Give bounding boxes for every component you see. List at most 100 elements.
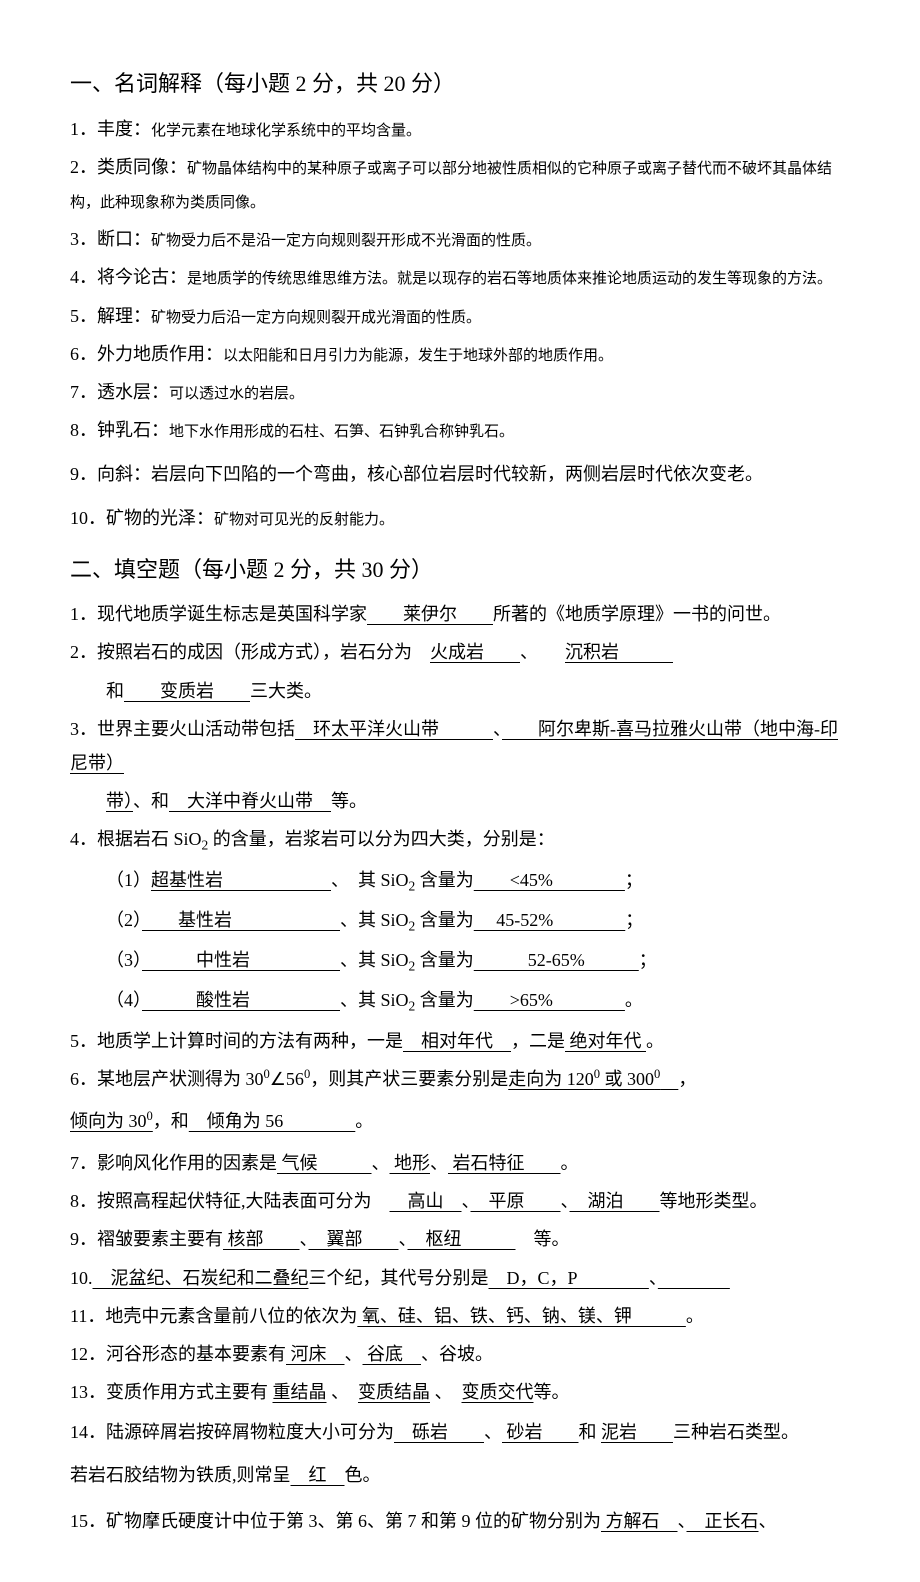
q4-line1: 4．根据岩石 SiO [70,829,202,849]
item-num: 6． [70,344,97,364]
q7-prefix: 7．影响风化作用的因素是 [70,1153,277,1173]
q4-r3-label: （3） [106,950,142,970]
fill-q15: 15．矿物摩氏硬度计中位于第 3、第 6、第 7 和第 9 位的矿物分别为 方解… [70,1504,850,1538]
q4-r2-blank2: 45-52% [474,910,626,930]
fill-q14: 14．陆源碎屑岩按碎屑物粒度大小可分为 砾岩 、 砂岩 和 泥岩 三种岩石类型。 [70,1415,850,1449]
q7-sep1: 、 [372,1153,390,1173]
q5-suffix: 。 [646,1031,664,1051]
fill-q3: 3．世界主要火山活动带包括 环太平洋火山带 、 阿尔卑斯-喜马拉雅火山带（地中海… [70,712,850,780]
q12-mid: 、谷坡。 [421,1344,493,1364]
fill-q2: 2．按照岩石的成因（形成方式），岩石分为 火成岩 、 沉积岩 [70,635,850,669]
item-num: 2． [70,157,97,177]
q4-r4-end: 。 [625,990,643,1010]
q14-line2-prefix: 若岩石胶结物为铁质,则常呈 [70,1465,291,1485]
q10-prefix: 10. [70,1268,93,1288]
q7-blank3: 岩石特征 [448,1153,561,1173]
q4-line1-suffix: 的含量，岩浆岩可以分为四大类，分别是： [208,829,555,849]
term-item: 10．矿物的光泽：矿物对可见光的反射能力。 [70,501,850,535]
q2-line2-prefix: 和 [106,681,124,701]
q6-line1-prefix: 6．某地层产状测得为 30 [70,1069,264,1089]
fill-q9: 9．褶皱要素主要有 核部 、 翼部 、 枢纽 等。 [70,1222,850,1256]
term-item: 5．解理：矿物受力后沿一定方向规则裂开成光滑面的性质。 [70,299,850,333]
q11-prefix: 11．地壳中元素含量前八位的依次为 [70,1306,357,1326]
q15-suffix: 、 [759,1511,777,1531]
q4-r2-label: （2） [106,910,142,930]
q3-blank3: 大洋中脊火山带 [169,791,331,811]
fill-q6-line2: 倾向为 300，和 倾角为 56 。 [70,1104,850,1138]
q5-blank1: 相对年代 [403,1031,511,1051]
q3-line1-prefix: 3．世界主要火山活动带包括 [70,719,295,739]
q6-line2-blank2: 倾角为 56 [189,1111,356,1131]
q14-blank1: 砾岩 [394,1422,484,1442]
item-num: 1． [70,119,97,139]
definition: 以太阳能和日月引力为能源，发生于地球外部的地质作用。 [223,348,613,364]
q3-blank1: 环太平洋火山带 [295,719,493,739]
definition: 化学元素在地球化学系统中的平均含量。 [151,123,421,139]
q2-blank1: 火成岩 [430,642,520,662]
definition: 岩层向下凹陷的一个弯曲，核心部位岩层时代较新，两侧岩层时代依次变老。 [151,464,763,484]
q6-line2-mid: ，和 [153,1111,189,1131]
term: 丰度： [97,119,151,139]
term: 钟乳石： [97,420,169,440]
q6-line1-mid: ∠56 [270,1069,304,1089]
q14-line1-prefix: 14．陆源碎屑岩按碎屑物粒度大小可分为 [70,1422,394,1442]
q3-line2-suffix: 等。 [331,791,367,811]
q8-blank3: 湖泊 [570,1191,660,1211]
q9-sep2: 、 [399,1229,408,1249]
fill-q8: 8．按照高程起伏特征,大陆表面可分为 高山 、 平原 、 湖泊 等地形类型。 [70,1184,850,1218]
q5-prefix: 5．地质学上计算时间的方法有两种，一是 [70,1031,403,1051]
q10-blank2: D，C，P [489,1268,649,1288]
q5-blank2: 绝对年代 [565,1031,646,1051]
q4-r1-mid2: 含量为 [415,870,474,890]
q13-blank1: 重结晶 [273,1382,327,1402]
q10-blank3 [658,1268,730,1288]
q13-blank2: 变质结晶 [358,1382,430,1402]
definition: 是地质学的传统思维思维方法。就是以现存的岩石等地质体来推论地质运动的发生等现象的… [187,271,832,287]
q15-sep1: 、 [678,1511,687,1531]
item-num: 3． [70,229,97,249]
q8-sep1: 、 [462,1191,471,1211]
q11-suffix: 。 [686,1306,704,1326]
q2-blank2: 沉积岩 [565,642,673,662]
q6-line1-suffix: ，则其产状三要素分别是 [310,1069,508,1089]
term-item: 4．将今论古：是地质学的传统思维思维方法。就是以现存的岩石等地质体来推论地质运动… [70,260,850,294]
item-num: 9． [70,464,97,484]
item-num: 10． [70,508,106,528]
q4-r1-label: （1） [106,870,151,890]
term: 外力地质作用： [97,344,223,364]
q14-sep1: 、 [484,1422,502,1442]
q9-suffix: 等。 [516,1229,570,1249]
q4-r2-mid: 、其 SiO [340,910,409,930]
q3-sep1: 、 [493,719,502,739]
q12-blank1: 河床 [286,1344,345,1364]
fill-q12: 12．河谷形态的基本要素有 河床 、 谷底 、谷坡。 [70,1337,850,1371]
section1-heading: 一、名词解释（每小题 2 分，共 20 分） [70,64,850,104]
q7-blank1: 气候 [277,1153,372,1173]
term-item: 9．向斜：岩层向下凹陷的一个弯曲，核心部位岩层时代较新，两侧岩层时代依次变老。 [70,457,850,491]
term: 类质同像： [97,157,187,177]
q12-blank2: 谷底 [363,1344,422,1364]
fill-q6: 6．某地层产状测得为 300∠560，则其产状三要素分别是走向为 1200 或 … [70,1062,850,1096]
q3-line2-mid: 、和 [133,791,169,811]
q7-suffix: 。 [561,1153,579,1173]
q2-sep1: 、 [520,642,565,662]
q4-r2-mid2: 含量为 [415,910,474,930]
q2-line1-prefix: 2．按照岩石的成因（形成方式），岩石分为 [70,642,430,662]
q4-r3-end: ； [639,950,657,970]
term: 向斜： [97,464,151,484]
q11-blank1: 氧、硅、铝、铁、钙、钠、镁、钾 [357,1306,686,1326]
definition: 矿物对可见光的反射能力。 [214,512,394,528]
q12-sep1: 、 [345,1344,363,1364]
q14-blank2: 砂岩 [502,1422,579,1442]
q7-sep2: 、 [430,1153,448,1173]
q9-blank3: 枢纽 [408,1229,516,1249]
q13-sep2: 、 [430,1382,462,1402]
q15-blank1: 方解石 [601,1511,678,1531]
q4-r4-blank2: >65% [474,990,625,1010]
q13-sep1: 、 [327,1382,359,1402]
q6-blank1: 走向为 1200 或 3000 [508,1069,678,1089]
term: 透水层： [97,382,169,402]
q14-blank4: 红 [291,1465,345,1485]
fill-q10: 10. 泥盆纪、石炭纪和二叠纪三个纪，其代号分别是 D，C，P 、 [70,1261,850,1295]
q4-r3-blank1: 中性岩 [142,950,340,970]
